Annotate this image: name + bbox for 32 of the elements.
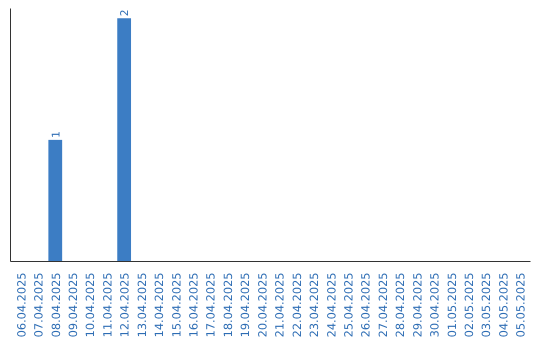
data-label: 1 xyxy=(49,131,62,138)
x-tick-label: 21.04.2025 xyxy=(272,272,287,338)
x-tick-label: 13.04.2025 xyxy=(134,272,149,338)
x-tick-label: 30.04.2025 xyxy=(428,272,442,338)
x-tick-label: 20.04.2025 xyxy=(255,272,270,338)
x-tick-label: 24.04.2025 xyxy=(324,272,338,338)
x-tick-label: 19.04.2025 xyxy=(238,272,252,338)
x-tick-label: 05.05.2025 xyxy=(514,272,528,338)
x-tick-label: 07.04.2025 xyxy=(32,272,46,338)
x-tick-label: 09.04.2025 xyxy=(66,272,80,338)
x-tick-label: 18.04.2025 xyxy=(220,272,235,338)
x-tick-label: 04.05.2025 xyxy=(496,272,510,338)
x-tick-label: 14.04.2025 xyxy=(152,272,166,338)
x-tick-label: 22.04.2025 xyxy=(290,272,304,338)
x-tick-label: 16.04.2025 xyxy=(186,272,201,338)
x-tick-label: 25.04.2025 xyxy=(341,272,356,338)
x-tick-label: 27.04.2025 xyxy=(376,272,390,338)
x-tick-label: 15.04.2025 xyxy=(169,272,184,338)
x-tick-label: 08.04.2025 xyxy=(48,272,63,338)
x-tick-label: 10.04.2025 xyxy=(83,272,98,338)
x-tick-label: 06.04.2025 xyxy=(14,272,28,338)
x-tick-label: 26.04.2025 xyxy=(358,272,373,338)
x-tick-label: 23.04.2025 xyxy=(307,272,322,338)
x-tick-label: 29.04.2025 xyxy=(410,272,424,338)
x-tick-label: 03.05.2025 xyxy=(479,272,494,338)
x-tick-label: 11.04.2025 xyxy=(100,272,114,338)
x-tick-label: 28.04.2025 xyxy=(393,272,408,338)
x-tick-label: 17.04.2025 xyxy=(204,272,218,338)
x-tick-label: 01.05.2025 xyxy=(444,272,459,338)
x-tick-label: 12.04.2025 xyxy=(118,272,132,338)
x-tick-label: 02.05.2025 xyxy=(462,272,476,338)
data-label: 2 xyxy=(118,9,132,16)
